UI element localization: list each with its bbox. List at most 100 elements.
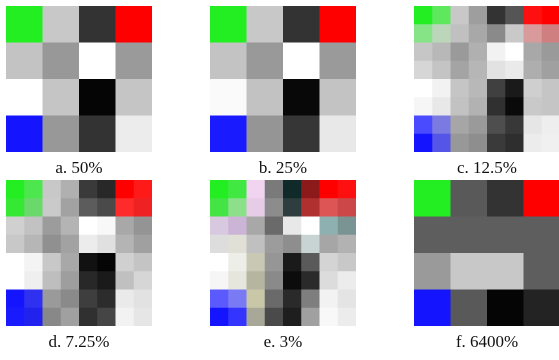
pixel-cell bbox=[24, 180, 43, 199]
pixel-cell bbox=[79, 115, 116, 152]
pixel-cell bbox=[523, 133, 543, 152]
pixel-cell bbox=[97, 198, 116, 217]
pixel-cell bbox=[79, 216, 98, 236]
pixel-cell bbox=[487, 115, 506, 135]
pixel-cell bbox=[24, 271, 43, 290]
panel-a: a. 50% bbox=[6, 6, 156, 184]
pixel-cell bbox=[246, 234, 266, 254]
pixel-cell bbox=[523, 6, 543, 25]
pixel-cell bbox=[283, 115, 320, 152]
pixel-cell bbox=[337, 198, 356, 217]
pixel-cell bbox=[60, 180, 80, 199]
pixel-cell bbox=[97, 234, 116, 254]
pixel-cell bbox=[60, 271, 80, 290]
caption-c: c. 12.5% bbox=[457, 158, 517, 177]
pixel-cell bbox=[6, 253, 25, 272]
pixel-cell bbox=[79, 234, 98, 254]
pixel-cell bbox=[450, 180, 488, 217]
pixel-cell bbox=[210, 6, 247, 43]
pixel-cell bbox=[115, 234, 135, 254]
pixel-cell bbox=[79, 289, 98, 309]
pixel-cell bbox=[246, 271, 266, 290]
pixel-cell bbox=[319, 289, 339, 309]
pixel-cell bbox=[414, 42, 433, 62]
pixel-cell bbox=[246, 42, 284, 80]
pixel-cell bbox=[6, 271, 25, 290]
pixel-cell bbox=[450, 60, 470, 80]
pixel-cell bbox=[6, 6, 43, 43]
pixel-cell bbox=[523, 42, 543, 62]
pixel-cell bbox=[468, 60, 488, 80]
pixel-cell bbox=[414, 133, 433, 152]
pixel-cell bbox=[319, 234, 339, 254]
pixel-cell bbox=[301, 307, 320, 326]
pixel-grid-c bbox=[414, 6, 559, 152]
pixel-cell bbox=[79, 271, 98, 290]
pixel-cell bbox=[115, 6, 152, 43]
pixel-cell bbox=[264, 271, 284, 290]
pixel-cell bbox=[24, 289, 43, 309]
pixel-cell bbox=[450, 97, 470, 116]
pixel-cell bbox=[42, 115, 80, 152]
pixel-cell bbox=[97, 307, 116, 326]
pixel-cell bbox=[42, 216, 62, 236]
pixel-cell bbox=[79, 198, 98, 217]
pixel-cell bbox=[487, 42, 506, 62]
pixel-cell bbox=[246, 79, 284, 116]
pixel-cell bbox=[115, 216, 135, 236]
pixel-grid-e bbox=[210, 180, 356, 326]
pixel-cell bbox=[6, 115, 43, 152]
pixel-cell bbox=[337, 253, 356, 272]
pixel-cell bbox=[414, 6, 433, 25]
pixel-cell bbox=[228, 253, 247, 272]
pixel-grid-d bbox=[6, 180, 152, 326]
pixel-cell bbox=[337, 289, 356, 309]
pixel-cell bbox=[283, 198, 302, 217]
caption-b: b. 25% bbox=[258, 158, 308, 177]
pixel-cell bbox=[210, 115, 247, 152]
pixel-cell bbox=[414, 253, 451, 290]
pixel-cell bbox=[60, 253, 80, 272]
pixel-cell bbox=[283, 271, 302, 290]
pixel-cell bbox=[24, 253, 43, 272]
pixel-cell bbox=[505, 133, 524, 152]
pixel-cell bbox=[228, 307, 247, 326]
pixel-cell bbox=[319, 307, 339, 326]
pixel-cell bbox=[505, 24, 524, 43]
pixel-cell bbox=[541, 97, 559, 116]
pixel-cell bbox=[505, 6, 524, 25]
pixel-cell bbox=[487, 79, 506, 98]
caption-a: a. 50% bbox=[55, 158, 103, 177]
pixel-cell bbox=[319, 42, 356, 80]
pixel-cell bbox=[414, 289, 451, 326]
pixel-cell bbox=[505, 79, 524, 98]
pixel-cell bbox=[246, 289, 266, 309]
pixel-cell bbox=[42, 198, 62, 217]
pixel-cell bbox=[414, 115, 433, 135]
pixel-cell bbox=[283, 253, 302, 272]
pixel-cell bbox=[24, 198, 43, 217]
pixel-cell bbox=[337, 180, 356, 199]
pixel-cell bbox=[337, 307, 356, 326]
pixel-cell bbox=[468, 79, 488, 98]
pixel-cell bbox=[301, 198, 320, 217]
pixel-cell bbox=[115, 198, 135, 217]
pixel-cell bbox=[487, 60, 506, 80]
pixel-cell bbox=[228, 271, 247, 290]
panel-e: e. 3% bbox=[210, 180, 360, 358]
pixel-cell bbox=[246, 115, 284, 152]
pixel-cell bbox=[97, 180, 116, 199]
pixel-cell bbox=[468, 97, 488, 116]
pixel-cell bbox=[414, 24, 433, 43]
caption-e: e. 3% bbox=[263, 332, 303, 351]
pixel-cell bbox=[97, 271, 116, 290]
pixel-cell bbox=[228, 216, 247, 236]
pixel-cell bbox=[210, 216, 229, 236]
caption-f: f. 6400% bbox=[455, 332, 519, 351]
pixel-cell bbox=[301, 234, 320, 254]
pixel-cell bbox=[264, 253, 284, 272]
pixel-cell bbox=[60, 216, 80, 236]
pixel-grid-a bbox=[6, 6, 152, 152]
pixel-cell bbox=[432, 79, 451, 98]
pixel-cell bbox=[246, 198, 266, 217]
